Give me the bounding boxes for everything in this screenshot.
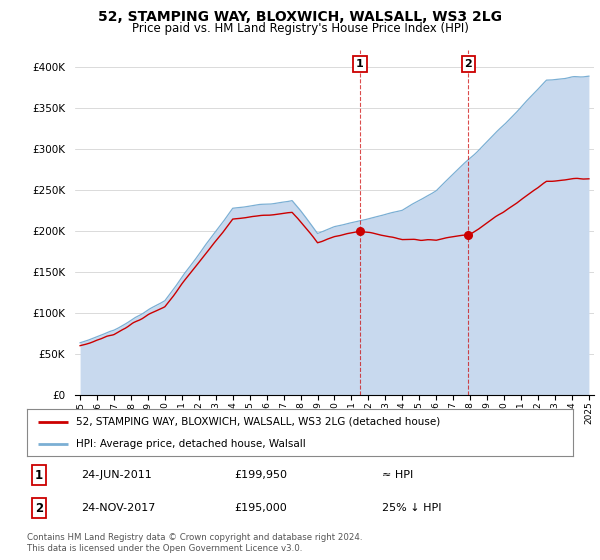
- Text: HPI: Average price, detached house, Walsall: HPI: Average price, detached house, Wals…: [76, 438, 306, 449]
- Text: 52, STAMPING WAY, BLOXWICH, WALSALL, WS3 2LG (detached house): 52, STAMPING WAY, BLOXWICH, WALSALL, WS3…: [76, 417, 440, 427]
- Text: 52, STAMPING WAY, BLOXWICH, WALSALL, WS3 2LG: 52, STAMPING WAY, BLOXWICH, WALSALL, WS3…: [98, 10, 502, 24]
- Text: 2: 2: [464, 59, 472, 69]
- Text: 24-NOV-2017: 24-NOV-2017: [82, 503, 156, 513]
- Text: 2: 2: [35, 502, 43, 515]
- Text: £199,950: £199,950: [235, 470, 287, 480]
- Text: 24-JUN-2011: 24-JUN-2011: [82, 470, 152, 480]
- Text: 1: 1: [356, 59, 364, 69]
- Text: Contains HM Land Registry data © Crown copyright and database right 2024.
This d: Contains HM Land Registry data © Crown c…: [27, 533, 362, 553]
- Text: ≈ HPI: ≈ HPI: [382, 470, 413, 480]
- Text: Price paid vs. HM Land Registry's House Price Index (HPI): Price paid vs. HM Land Registry's House …: [131, 22, 469, 35]
- Text: £195,000: £195,000: [235, 503, 287, 513]
- Text: 25% ↓ HPI: 25% ↓ HPI: [382, 503, 442, 513]
- Text: 1: 1: [35, 469, 43, 482]
